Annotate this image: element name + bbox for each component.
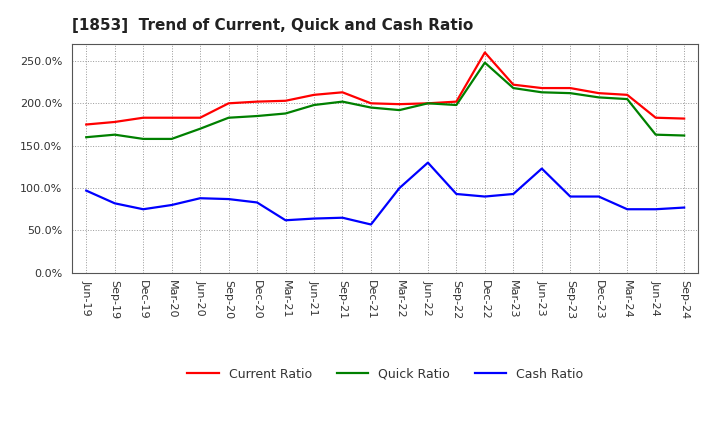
Cash Ratio <box>110 201 119 206</box>
Current Ratio <box>566 85 575 91</box>
Cash Ratio <box>282 218 290 223</box>
Quick Ratio <box>310 103 318 108</box>
Line: Current Ratio: Current Ratio <box>86 52 684 125</box>
Current Ratio <box>680 116 688 121</box>
Current Ratio <box>282 98 290 103</box>
Quick Ratio <box>595 95 603 100</box>
Current Ratio <box>595 91 603 96</box>
Cash Ratio <box>623 207 631 212</box>
Text: [1853]  Trend of Current, Quick and Cash Ratio: [1853] Trend of Current, Quick and Cash … <box>72 18 473 33</box>
Cash Ratio <box>395 185 404 191</box>
Quick Ratio <box>537 90 546 95</box>
Cash Ratio <box>338 215 347 220</box>
Cash Ratio <box>196 196 204 201</box>
Quick Ratio <box>110 132 119 137</box>
Cash Ratio <box>423 160 432 165</box>
Current Ratio <box>423 101 432 106</box>
Current Ratio <box>110 119 119 125</box>
Cash Ratio <box>480 194 489 199</box>
Quick Ratio <box>196 126 204 132</box>
Current Ratio <box>196 115 204 121</box>
Quick Ratio <box>395 107 404 113</box>
Quick Ratio <box>82 135 91 140</box>
Cash Ratio <box>509 191 518 197</box>
Quick Ratio <box>225 115 233 121</box>
Quick Ratio <box>480 60 489 65</box>
Current Ratio <box>537 85 546 91</box>
Quick Ratio <box>167 136 176 142</box>
Current Ratio <box>652 115 660 121</box>
Current Ratio <box>366 101 375 106</box>
Cash Ratio <box>253 200 261 205</box>
Cash Ratio <box>310 216 318 221</box>
Cash Ratio <box>566 194 575 199</box>
Current Ratio <box>310 92 318 98</box>
Current Ratio <box>480 50 489 55</box>
Current Ratio <box>167 115 176 121</box>
Cash Ratio <box>680 205 688 210</box>
Current Ratio <box>623 92 631 98</box>
Quick Ratio <box>253 114 261 119</box>
Cash Ratio <box>82 188 91 193</box>
Quick Ratio <box>509 85 518 91</box>
Quick Ratio <box>566 91 575 96</box>
Current Ratio <box>338 90 347 95</box>
Quick Ratio <box>423 101 432 106</box>
Cash Ratio <box>366 222 375 227</box>
Line: Cash Ratio: Cash Ratio <box>86 163 684 224</box>
Quick Ratio <box>452 103 461 108</box>
Current Ratio <box>452 99 461 104</box>
Legend: Current Ratio, Quick Ratio, Cash Ratio: Current Ratio, Quick Ratio, Cash Ratio <box>182 363 588 385</box>
Current Ratio <box>253 99 261 104</box>
Quick Ratio <box>338 99 347 104</box>
Quick Ratio <box>282 111 290 116</box>
Current Ratio <box>395 102 404 107</box>
Quick Ratio <box>652 132 660 137</box>
Quick Ratio <box>680 133 688 138</box>
Cash Ratio <box>139 207 148 212</box>
Current Ratio <box>509 82 518 87</box>
Cash Ratio <box>452 191 461 197</box>
Cash Ratio <box>167 202 176 208</box>
Line: Quick Ratio: Quick Ratio <box>86 62 684 139</box>
Quick Ratio <box>623 96 631 102</box>
Quick Ratio <box>139 136 148 142</box>
Cash Ratio <box>225 196 233 202</box>
Cash Ratio <box>652 207 660 212</box>
Cash Ratio <box>595 194 603 199</box>
Current Ratio <box>139 115 148 121</box>
Current Ratio <box>82 122 91 127</box>
Quick Ratio <box>366 105 375 110</box>
Cash Ratio <box>537 166 546 171</box>
Current Ratio <box>225 101 233 106</box>
